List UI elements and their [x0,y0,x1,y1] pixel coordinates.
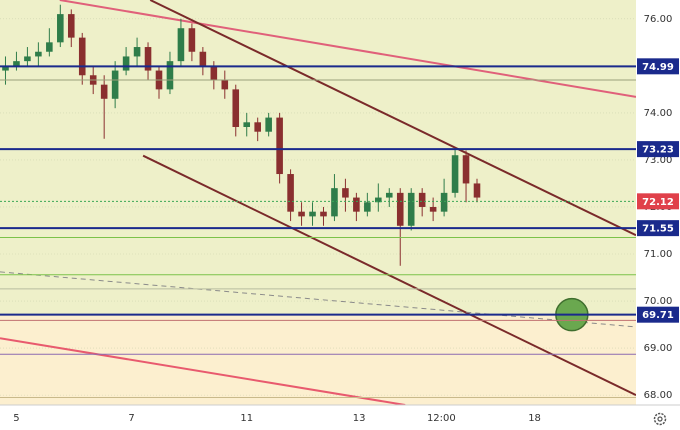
candle-body [254,122,261,132]
candle-body [451,155,459,193]
level-label: 74.99 [642,62,674,73]
candle-body [407,192,415,226]
candle-body [353,197,360,212]
candle-body [46,42,53,52]
candle-body [320,211,327,217]
level-label-box [637,141,679,158]
x-tick-label: 7 [128,413,134,424]
candle-body [364,202,371,212]
candle-body [473,183,481,198]
level-label: 69.71 [642,310,674,321]
level-label-box [637,58,679,75]
candle-body [166,61,174,90]
level-label: 73.23 [642,145,674,156]
candle-body [232,89,240,128]
candle-body [24,56,31,62]
x-tick-label: 18 [528,413,541,424]
candle-body [462,155,470,184]
x-tick-label: 11 [240,413,253,424]
trend-line [142,154,637,397]
level-label: 72.12 [642,197,674,208]
candle-body [440,192,448,212]
y-tick-label: 71.00 [644,249,673,260]
candle-body [309,211,316,217]
trend-line [0,271,637,328]
candle-body [210,65,218,80]
candle-body [221,79,229,90]
trend-line [0,337,406,406]
candle-body [57,14,64,43]
settings-icon[interactable] [653,412,667,426]
candle-body [78,37,86,76]
candle-body [2,65,9,71]
candle-body [67,14,75,38]
candle-body [188,28,196,52]
candle-body [298,211,305,217]
candle-body [144,47,152,71]
y-tick-label: 74.00 [644,108,673,119]
y-tick-label: 76.00 [644,14,673,25]
trend-line [59,0,637,98]
candle-body [287,174,294,212]
candle-body [429,206,437,212]
level-label: 71.55 [642,224,674,235]
trend-line [149,0,637,237]
candle-body [243,122,251,128]
y-tick-label: 70.00 [644,296,673,307]
x-tick-label: 12:00 [427,413,456,424]
level-label-box [637,220,679,237]
time-axis [0,405,680,430]
candle-body [122,56,130,71]
candle-body [199,51,207,66]
candle-body [418,192,426,207]
candle-body [111,70,119,99]
candle-body [342,188,349,198]
candle-body [385,192,393,198]
candle-body [133,47,141,57]
y-tick-label: 68.00 [644,390,673,401]
candle-body [276,117,283,175]
y-tick-label: 69.00 [644,343,673,354]
candle-body [375,197,382,203]
candle-body [396,192,404,226]
level-label-box [637,193,679,210]
candle-body [35,51,42,57]
y-tick-label: 73.00 [644,155,673,166]
candle-body [177,28,185,62]
x-tick-label: 13 [353,413,366,424]
candle-body [13,61,20,66]
candle-body [100,84,108,99]
candle-body [265,117,272,132]
x-tick-label: 5 [13,413,19,424]
level-label-box [637,306,679,323]
candle-body [331,188,338,217]
